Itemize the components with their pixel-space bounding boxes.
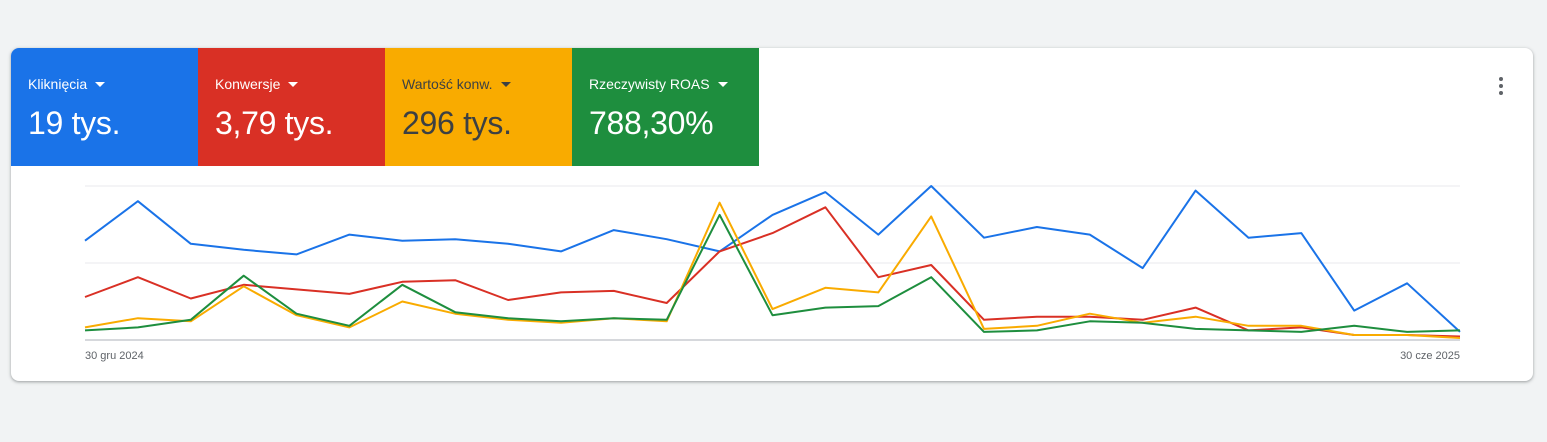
- metric-label: Wartość konw.: [402, 76, 493, 92]
- metric-tile-conversion-value[interactable]: Wartość konw. 296 tys.: [385, 48, 572, 166]
- metric-label: Konwersje: [215, 76, 281, 92]
- series-line-1: [84, 206, 1461, 338]
- dropdown-arrow-icon: [95, 81, 106, 87]
- metric-label: Kliknięcia: [28, 76, 88, 92]
- metric-tile-roas[interactable]: Rzeczywisty ROAS 788,30%: [572, 48, 759, 166]
- metric-value: 3,79 tys.: [215, 105, 334, 141]
- series-line-3: [84, 213, 1461, 333]
- x-axis-start-label: 30 gru 2024: [85, 350, 144, 362]
- series-line-2: [84, 201, 1461, 339]
- dropdown-arrow-icon: [500, 81, 511, 87]
- metric-value: 296 tys.: [402, 105, 512, 141]
- metric-label-row: Konwersje: [215, 75, 385, 93]
- metric-label-row: Wartość konw.: [402, 75, 572, 93]
- more-dot: [1499, 84, 1503, 88]
- more-dot: [1499, 91, 1503, 95]
- metric-tile-conversions[interactable]: Konwersje 3,79 tys.: [198, 48, 385, 166]
- more-dot: [1499, 77, 1503, 81]
- x-axis-end-label: 30 cze 2025: [1400, 350, 1460, 362]
- metric-label-row: Rzeczywisty ROAS: [589, 75, 759, 93]
- dropdown-arrow-icon: [288, 81, 299, 87]
- metric-label-row: Kliknięcia: [28, 75, 198, 93]
- metric-value: 19 tys.: [28, 105, 121, 141]
- line-chart: 30 gru 2024 30 cze 2025: [84, 185, 1461, 362]
- performance-card: Kliknięcia 19 tys. Konwersje 3,79 tys. W…: [11, 48, 1533, 381]
- metric-label: Rzeczywisty ROAS: [589, 76, 710, 92]
- metric-tile-clicks[interactable]: Kliknięcia 19 tys.: [11, 48, 198, 166]
- metric-value: 788,30%: [589, 105, 714, 141]
- more-vert-icon[interactable]: [1491, 76, 1511, 96]
- dropdown-arrow-icon: [717, 81, 728, 87]
- series-line-0: [84, 185, 1461, 333]
- chart-series: [84, 185, 1461, 339]
- chart-grid: [85, 185, 1460, 341]
- metric-tiles: Kliknięcia 19 tys. Konwersje 3,79 tys. W…: [11, 48, 759, 166]
